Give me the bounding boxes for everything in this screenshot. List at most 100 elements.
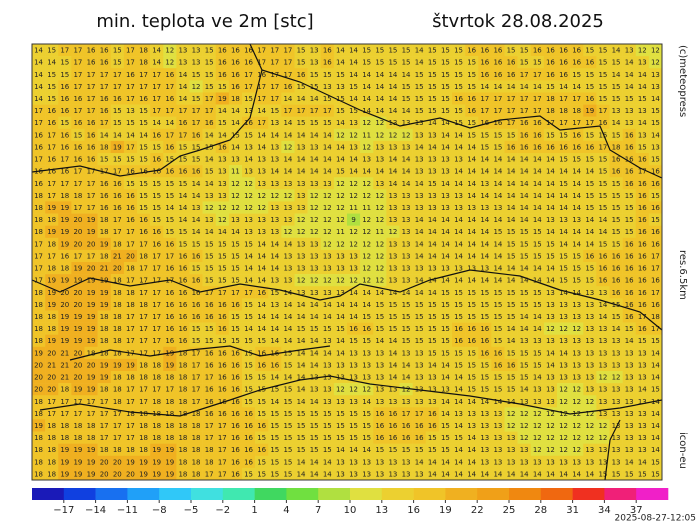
cell-value: 18 <box>100 337 109 345</box>
cell-value: 17 <box>480 95 489 103</box>
cell-value: 16 <box>625 252 634 260</box>
cell-value: 18 <box>178 386 187 394</box>
cell-bg <box>84 56 98 69</box>
cell-value: 16 <box>257 289 266 297</box>
cell-bg <box>596 92 610 105</box>
colorbar-segment <box>286 488 319 500</box>
cell-value: 14 <box>178 216 187 224</box>
cell-value: 19 <box>218 95 227 103</box>
cell-value: 19 <box>87 458 96 466</box>
cell-value: 14 <box>310 156 319 164</box>
cell-value: 14 <box>218 107 227 115</box>
cell-value: 13 <box>244 143 253 151</box>
cell-bg <box>320 153 335 166</box>
cell-value: 18 <box>34 410 43 418</box>
cell-bg <box>622 44 637 57</box>
cell-value: 15 <box>441 446 450 454</box>
cell-value: 13 <box>270 156 279 164</box>
cell-value: 17 <box>152 252 161 260</box>
cell-value: 13 <box>323 374 332 382</box>
cell-value: 15 <box>218 337 227 345</box>
cell-value: 15 <box>520 361 529 369</box>
cell-value: 16 <box>625 289 634 297</box>
cell-value: 13 <box>638 107 647 115</box>
cell-value: 15 <box>152 204 161 212</box>
cell-value: 12 <box>231 180 240 188</box>
cell-value: 19 <box>34 349 43 357</box>
cell-value: 14 <box>310 168 319 176</box>
cell-value: 13 <box>638 446 647 454</box>
cell-value: 16 <box>559 47 568 55</box>
cell-value: 19 <box>73 386 82 394</box>
cell-value: 15 <box>415 83 424 91</box>
cell-bg <box>491 140 505 154</box>
cell-value: 15 <box>572 71 581 79</box>
cell-value: 14 <box>270 374 279 382</box>
cell-value: 13 <box>388 204 397 212</box>
cell-value: 20 <box>73 361 82 369</box>
cell-value: 12 <box>165 59 174 67</box>
cell-bg <box>491 56 505 69</box>
cell-bg <box>215 80 230 93</box>
cell-value: 14 <box>493 168 502 176</box>
cell-bg <box>491 92 505 105</box>
colorbar-label: 19 <box>439 505 452 516</box>
cell-bg <box>347 153 361 166</box>
cell-value: 15 <box>283 458 292 466</box>
cell-value: 18 <box>152 361 161 369</box>
cell-value: 11 <box>231 168 240 176</box>
cell-value: 14 <box>612 71 621 79</box>
cell-value: 15 <box>441 71 450 79</box>
cell-value: 14 <box>467 252 476 260</box>
cell-value: 20 <box>126 470 135 478</box>
cell-bg <box>438 104 453 117</box>
cell-bg <box>84 128 98 142</box>
cell-value: 15 <box>205 265 214 273</box>
cell-value: 15 <box>192 265 201 273</box>
cell-value: 18 <box>47 265 56 273</box>
cell-value: 12 <box>270 192 279 200</box>
cell-value: 14 <box>559 349 568 357</box>
cell-value: 14 <box>493 192 502 200</box>
cell-value: 17 <box>152 95 161 103</box>
cell-value: 15 <box>598 71 607 79</box>
cell-value: 15 <box>546 83 555 91</box>
cell-value: 14 <box>310 349 319 357</box>
cell-bg <box>543 68 558 81</box>
cell-value: 15 <box>231 337 240 345</box>
cell-value: 14 <box>546 168 555 176</box>
cell-value: 15 <box>559 156 568 164</box>
cell-bg <box>150 44 164 57</box>
cell-value: 14 <box>493 240 502 248</box>
cell-value: 16 <box>467 107 476 115</box>
cell-bg <box>425 128 440 142</box>
cell-bg <box>228 153 243 166</box>
cell-bg <box>97 68 112 81</box>
colorbar-segment <box>350 488 383 500</box>
cell-bg <box>648 68 663 81</box>
cell-bg <box>386 68 400 81</box>
cell-value: 13 <box>323 337 332 345</box>
cell-value: 18 <box>113 325 122 333</box>
cell-value: 16 <box>625 143 634 151</box>
cell-bg <box>294 92 308 105</box>
cell-value: 15 <box>283 434 292 442</box>
cell-bg <box>84 68 98 81</box>
cell-value: 16 <box>375 410 384 418</box>
cell-value: 17 <box>507 95 516 103</box>
cell-value: 14 <box>559 240 568 248</box>
cell-bg <box>596 104 610 117</box>
cell-value: 12 <box>310 228 319 236</box>
cell-value: 15 <box>178 228 187 236</box>
cell-value: 12 <box>572 422 581 430</box>
cell-value: 15 <box>585 204 594 212</box>
cell-value: 14 <box>585 168 594 176</box>
cell-value: 14 <box>533 265 542 273</box>
cell-value: 12 <box>362 216 371 224</box>
cell-value: 14 <box>205 131 214 139</box>
cell-bg <box>71 44 85 57</box>
cell-bg <box>438 128 453 142</box>
cell-value: 14 <box>480 277 489 285</box>
cell-value: 15 <box>336 325 345 333</box>
cell-value: 18 <box>126 374 135 382</box>
